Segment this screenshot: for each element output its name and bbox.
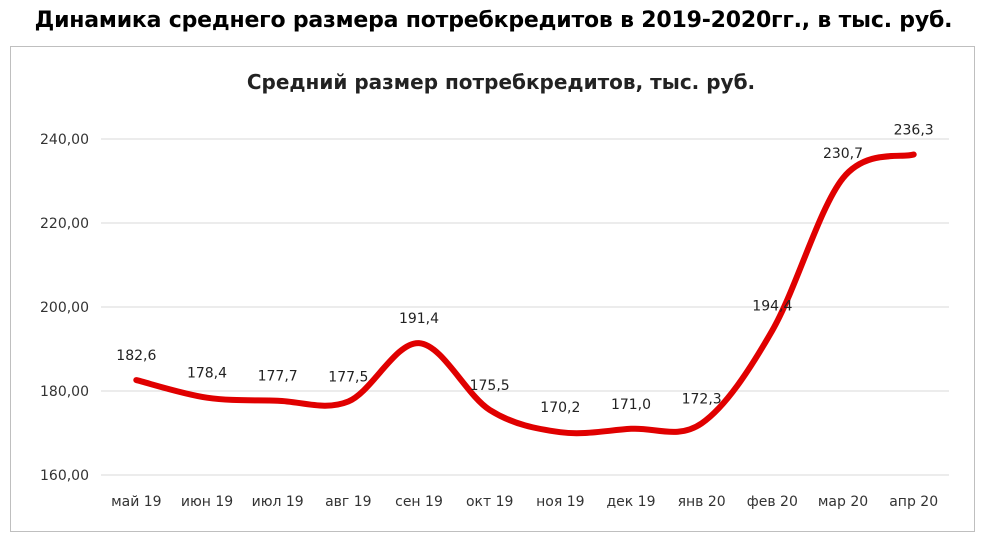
data-label: 178,4 <box>187 366 227 382</box>
data-label: 171,0 <box>611 397 651 413</box>
data-point <box>345 399 351 405</box>
x-tick-label: окт 19 <box>466 494 513 510</box>
x-tick-label: янв 20 <box>678 494 726 510</box>
data-point <box>557 429 563 435</box>
y-tick-label: 200,00 <box>40 300 89 316</box>
data-label: 182,6 <box>116 348 156 364</box>
data-point <box>769 328 775 334</box>
y-tick-label: 180,00 <box>40 384 89 400</box>
x-axis-ticks: май 19 июн 19 июл 19 авг 19 сен 19 окт 19 ноя … <box>111 494 938 510</box>
data-point <box>416 340 422 346</box>
data-label: 230,7 <box>823 146 863 162</box>
data-point <box>204 395 210 401</box>
x-tick-label: мар 20 <box>818 494 868 510</box>
data-point <box>699 420 705 426</box>
x-tick-label: май 19 <box>111 494 162 510</box>
chart-canvas: Средний размер потребкредитов, тыс. руб.… <box>40 70 949 510</box>
data-label: 177,5 <box>328 370 368 386</box>
data-label: 191,4 <box>399 311 439 327</box>
data-label: 172,3 <box>682 391 722 407</box>
y-tick-label: 240,00 <box>40 132 89 148</box>
data-label: 194,4 <box>752 299 792 315</box>
x-tick-label: дек 19 <box>606 494 655 510</box>
data-point <box>275 398 281 404</box>
chart-frame: Средний размер потребкредитов, тыс. руб.… <box>10 46 975 532</box>
x-tick-label: апр 20 <box>889 494 938 510</box>
x-tick-label: ноя 19 <box>536 494 584 510</box>
x-tick-label: фев 20 <box>747 494 798 510</box>
x-tick-label: сен 19 <box>395 494 443 510</box>
y-tick-label: 160,00 <box>40 468 89 484</box>
x-tick-label: авг 19 <box>325 494 371 510</box>
x-tick-label: июн 19 <box>181 494 233 510</box>
page-title: Динамика среднего размера потребкредитов… <box>34 8 953 33</box>
data-point <box>487 407 493 413</box>
data-label: 236,3 <box>894 123 934 139</box>
data-label: 170,2 <box>540 400 580 416</box>
y-axis-ticks: 160,00 180,00 200,00 220,00 240,00 <box>40 132 89 484</box>
chart-title: Средний размер потребкредитов, тыс. руб. <box>247 70 755 94</box>
data-point <box>840 175 846 181</box>
series-line <box>133 151 917 437</box>
data-point <box>911 152 917 158</box>
x-tick-label: июл 19 <box>252 494 304 510</box>
data-point <box>628 426 634 432</box>
y-tick-label: 220,00 <box>40 216 89 232</box>
data-label: 177,7 <box>258 369 298 385</box>
data-labels: 182,6 178,4 177,7 177,5 191,4 175,5 170,2 171,0… <box>116 123 933 417</box>
data-label: 175,5 <box>470 378 510 394</box>
grid-lines <box>101 138 949 476</box>
series-line-group <box>133 151 917 437</box>
data-point <box>133 377 139 383</box>
